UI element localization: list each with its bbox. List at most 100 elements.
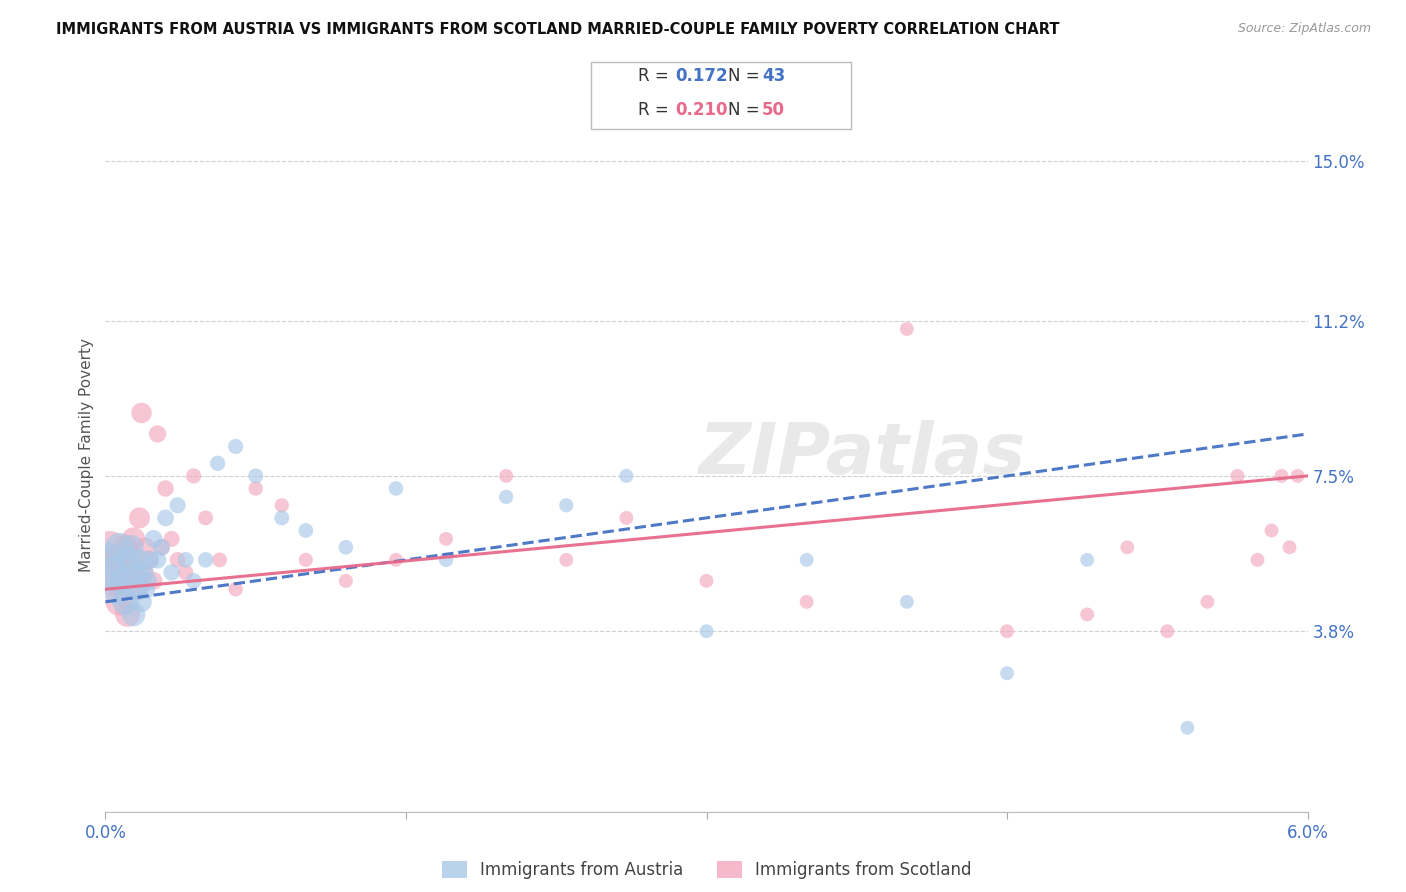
Point: [1197, 595, 1219, 609]
Point: [1260, 524, 1282, 538]
Point: [127, 582, 149, 597]
Point: [1278, 541, 1301, 555]
Point: [127, 582, 149, 597]
Point: [142, 532, 165, 546]
Point: [174, 566, 197, 580]
Point: [132, 566, 155, 580]
Text: R =: R =: [638, 101, 675, 119]
Point: [112, 566, 135, 580]
Point: [335, 541, 357, 555]
Point: [434, 553, 457, 567]
Text: R =: R =: [638, 67, 675, 85]
Point: [166, 553, 188, 567]
Point: [385, 482, 408, 496]
Point: [136, 574, 159, 588]
Text: 43: 43: [762, 67, 786, 85]
Point: [1226, 469, 1249, 483]
Point: [108, 541, 131, 555]
Text: 0.210: 0.210: [675, 101, 727, 119]
Point: [208, 553, 231, 567]
Point: [155, 482, 177, 496]
Point: [160, 532, 183, 546]
Point: [142, 574, 165, 588]
Point: [385, 553, 408, 567]
Point: [121, 553, 143, 567]
Point: [796, 595, 818, 609]
Text: ZIPatlas: ZIPatlas: [699, 420, 1026, 490]
Point: [114, 541, 136, 555]
Point: [183, 574, 205, 588]
Point: [98, 553, 121, 567]
Point: [124, 566, 146, 580]
Point: [194, 553, 217, 567]
Point: [194, 511, 217, 525]
Point: [207, 456, 229, 470]
Point: [150, 541, 173, 555]
Point: [225, 440, 247, 454]
Point: [183, 469, 205, 483]
Point: [131, 406, 153, 420]
Point: [245, 482, 267, 496]
Point: [107, 553, 129, 567]
Point: [796, 553, 818, 567]
Point: [128, 553, 150, 567]
Point: [128, 511, 150, 525]
Text: 50: 50: [762, 101, 785, 119]
Point: [245, 469, 267, 483]
Y-axis label: Married-Couple Family Poverty: Married-Couple Family Poverty: [79, 338, 94, 572]
Point: [117, 553, 139, 567]
Point: [138, 553, 160, 567]
Point: [896, 595, 918, 609]
Point: [150, 541, 173, 555]
Text: 0.172: 0.172: [675, 67, 727, 85]
Point: [555, 498, 578, 512]
Point: [146, 426, 169, 441]
Point: [174, 553, 197, 567]
Point: [335, 574, 357, 588]
Point: [495, 490, 517, 504]
Text: IMMIGRANTS FROM AUSTRIA VS IMMIGRANTS FROM SCOTLAND MARRIED-COUPLE FAMILY POVERT: IMMIGRANTS FROM AUSTRIA VS IMMIGRANTS FR…: [56, 22, 1060, 37]
Point: [135, 582, 157, 597]
Point: [294, 553, 316, 567]
Point: [103, 574, 125, 588]
Point: [135, 541, 157, 555]
Point: [1175, 721, 1198, 735]
Point: [166, 498, 188, 512]
Point: [107, 582, 129, 597]
Point: [896, 322, 918, 336]
Point: [270, 511, 292, 525]
Point: [146, 553, 169, 567]
Point: [995, 624, 1018, 639]
Point: [122, 532, 145, 546]
Point: [1286, 469, 1309, 483]
Point: [1116, 541, 1139, 555]
Point: [434, 532, 457, 546]
Point: [114, 595, 136, 609]
Point: [138, 553, 160, 567]
Point: [103, 566, 125, 580]
Text: N =: N =: [728, 67, 765, 85]
Point: [121, 541, 143, 555]
Point: [160, 566, 183, 580]
Point: [270, 498, 292, 512]
Point: [155, 511, 177, 525]
Point: [117, 607, 139, 622]
Point: [1076, 607, 1098, 622]
Point: [124, 574, 146, 588]
Point: [495, 469, 517, 483]
Point: [695, 624, 717, 639]
Point: [225, 582, 247, 597]
Point: [1270, 469, 1292, 483]
Point: [112, 574, 135, 588]
Point: [294, 524, 316, 538]
Point: [108, 595, 131, 609]
Point: [614, 469, 637, 483]
Legend: Immigrants from Austria, Immigrants from Scotland: Immigrants from Austria, Immigrants from…: [434, 854, 979, 886]
Text: Source: ZipAtlas.com: Source: ZipAtlas.com: [1237, 22, 1371, 36]
Point: [1246, 553, 1268, 567]
Point: [555, 553, 578, 567]
Point: [695, 574, 717, 588]
Point: [98, 541, 121, 555]
Point: [995, 666, 1018, 681]
Point: [122, 607, 145, 622]
